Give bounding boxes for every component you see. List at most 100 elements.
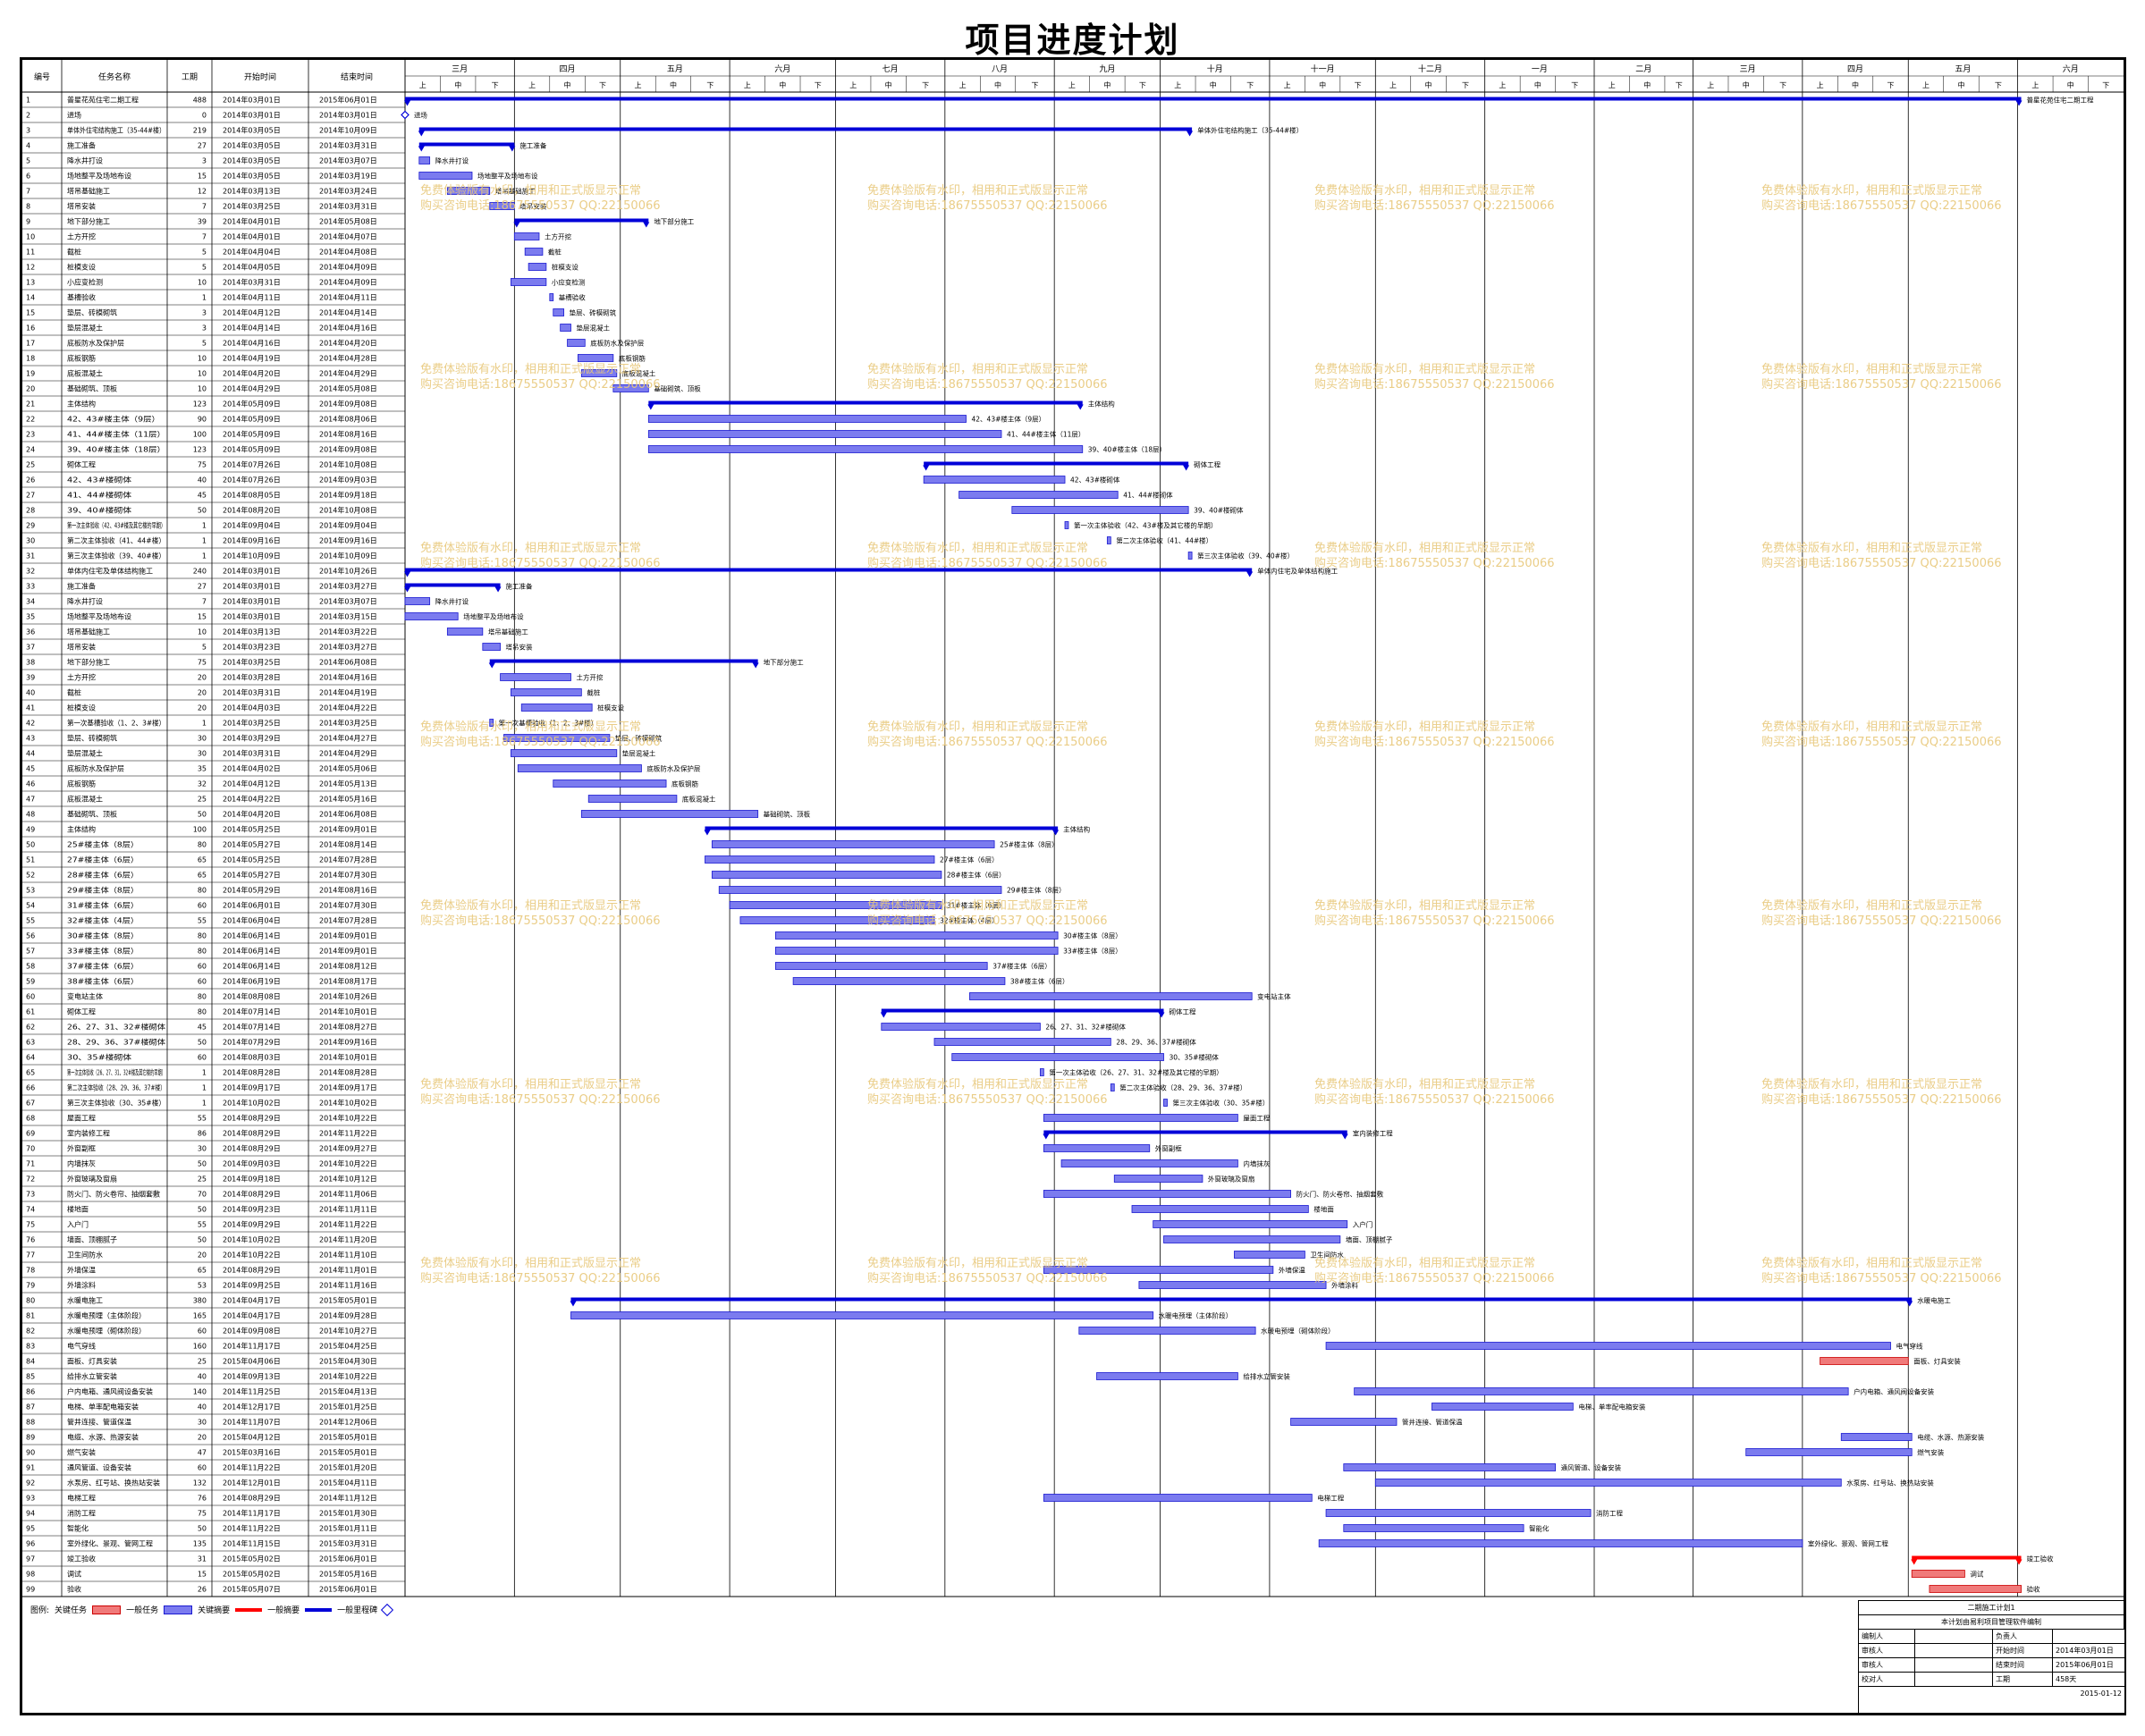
gantt-summary-cap bbox=[2015, 1559, 2023, 1565]
gantt-task-bar bbox=[446, 187, 491, 195]
title-block-cell: 开始时间 bbox=[1993, 1644, 2053, 1657]
decade-label: 上 bbox=[744, 81, 751, 89]
gantt-task-bar bbox=[792, 977, 1006, 985]
task-duration: 1 bbox=[202, 522, 207, 530]
task-duration: 50 bbox=[198, 507, 207, 515]
task-end: 2014年10月02日 bbox=[319, 1099, 377, 1108]
decade-label: 中 bbox=[564, 80, 571, 89]
task-start: 2015年04月12日 bbox=[223, 1433, 281, 1442]
watermark-text: 购买咨询电话:18675550537 QQ:22150066 bbox=[1314, 914, 1555, 928]
decade-label: 下 bbox=[1246, 81, 1254, 89]
task-duration: 3 bbox=[202, 157, 207, 165]
task-end: 2014年04月09日 bbox=[319, 263, 377, 272]
decade-label: 中 bbox=[670, 80, 677, 89]
task-start: 2014年10月22日 bbox=[223, 1251, 281, 1260]
task-id: 12 bbox=[26, 264, 35, 272]
task-end: 2014年10月09日 bbox=[319, 126, 377, 135]
task-end: 2015年05月01日 bbox=[319, 1448, 377, 1457]
gantt-bar-label: 基础砌筑、顶板 bbox=[764, 810, 811, 819]
task-name: 地下部分施工 bbox=[67, 217, 110, 226]
gantt-bar-label: 28#楼主体（6层） bbox=[947, 871, 1006, 880]
watermark-text: 购买咨询电话:18675550537 QQ:22150066 bbox=[867, 1271, 1108, 1285]
task-duration: 50 bbox=[198, 1160, 207, 1168]
task-id: 72 bbox=[26, 1176, 35, 1184]
title-block-cell bbox=[1915, 1673, 1993, 1686]
gantt-summary-bar bbox=[418, 127, 1193, 131]
watermark-text: 免费体验版有水印，相用和正式版显示正常 bbox=[420, 1256, 641, 1270]
gantt-summary-bar bbox=[405, 568, 1253, 572]
task-id: 24 bbox=[26, 446, 35, 454]
task-start: 2014年09月23日 bbox=[223, 1205, 281, 1214]
task-name: 截桩 bbox=[67, 688, 81, 697]
gantt-summary-cap bbox=[1158, 1012, 1165, 1018]
task-start: 2014年03月23日 bbox=[223, 643, 281, 652]
decade-label: 中 bbox=[1319, 80, 1326, 89]
task-end: 2014年11月20日 bbox=[319, 1235, 377, 1244]
task-id: 34 bbox=[26, 598, 35, 606]
task-end: 2014年10月22日 bbox=[319, 1114, 377, 1123]
gantt-task-bar bbox=[612, 384, 649, 392]
gantt-bar-label: 29#楼主体（8层） bbox=[1007, 886, 1066, 895]
task-duration: 47 bbox=[198, 1449, 207, 1457]
task-name: 水暖电施工 bbox=[67, 1296, 103, 1305]
task-start: 2014年12月17日 bbox=[223, 1403, 281, 1412]
gantt-task-bar bbox=[1374, 1479, 1842, 1487]
gantt-bar-label: 桩模支设 bbox=[597, 704, 624, 712]
gantt-bar-label: 外墙保温 bbox=[1279, 1266, 1305, 1275]
task-start: 2014年06月14日 bbox=[223, 947, 281, 956]
task-id: 1 bbox=[26, 97, 30, 105]
task-id: 49 bbox=[26, 826, 35, 834]
task-end: 2014年04月19日 bbox=[319, 688, 377, 697]
task-end: 2014年10月01日 bbox=[319, 1053, 377, 1062]
decade-label: 上 bbox=[528, 81, 536, 89]
task-duration: 80 bbox=[198, 1008, 207, 1016]
task-name: 单体外住宅结构施工（35-44#楼） bbox=[67, 126, 165, 135]
task-name: 底板混凝土 bbox=[67, 369, 103, 378]
task-end: 2014年04月11日 bbox=[319, 293, 377, 302]
task-id: 52 bbox=[26, 872, 35, 880]
task-start: 2014年07月14日 bbox=[223, 1007, 281, 1016]
task-start: 2014年03月28日 bbox=[223, 673, 281, 682]
task-name: 32#楼主体（4层） bbox=[67, 916, 139, 925]
task-start: 2014年08月05日 bbox=[223, 491, 281, 500]
gantt-bar-label: 户内电箱、通风阀设备安装 bbox=[1854, 1387, 1934, 1396]
watermark-text: 免费体验版有水印，相用和正式版显示正常 bbox=[420, 541, 641, 555]
task-end: 2015年04月13日 bbox=[319, 1387, 377, 1396]
gantt-bar-label: 42、43#楼主体（9层） bbox=[972, 415, 1046, 424]
task-duration: 7 bbox=[202, 598, 207, 606]
gantt-task-bar bbox=[517, 764, 642, 772]
watermark-text: 免费体验版有水印，相用和正式版显示正常 bbox=[867, 541, 1088, 555]
task-name: 室外绿化、景观、管网工程 bbox=[67, 1539, 153, 1548]
task-id: 14 bbox=[26, 294, 35, 302]
task-duration: 60 bbox=[198, 902, 207, 910]
task-name: 底板钢筋 bbox=[67, 354, 96, 363]
task-name: 调试 bbox=[67, 1570, 81, 1579]
task-name: 室内装修工程 bbox=[67, 1129, 110, 1138]
task-duration: 55 bbox=[198, 917, 207, 925]
task-duration: 27 bbox=[198, 583, 207, 591]
task-duration: 140 bbox=[193, 1388, 207, 1396]
task-start: 2014年05月25日 bbox=[223, 855, 281, 864]
task-duration: 45 bbox=[198, 1024, 207, 1032]
task-start: 2015年05月07日 bbox=[223, 1585, 281, 1594]
task-duration: 30 bbox=[198, 750, 207, 758]
task-end: 2014年04月07日 bbox=[319, 232, 377, 241]
task-duration: 53 bbox=[198, 1282, 207, 1290]
gantt-bar-label: 验收 bbox=[2027, 1585, 2041, 1594]
task-id: 90 bbox=[26, 1449, 35, 1457]
watermark-text: 购买咨询电话:18675550537 QQ:22150066 bbox=[420, 556, 661, 570]
task-id: 43 bbox=[26, 735, 35, 743]
task-name: 给排水立管安装 bbox=[67, 1372, 117, 1381]
watermark-text: 购买咨询电话:18675550537 QQ:22150066 bbox=[1314, 377, 1555, 392]
gantt-bar-label: 消防工程 bbox=[1596, 1509, 1623, 1518]
gantt-summary-cap bbox=[1077, 404, 1084, 410]
decade-label: 下 bbox=[492, 81, 499, 89]
task-start: 2014年09月04日 bbox=[223, 521, 281, 530]
task-end: 2014年10月01日 bbox=[319, 1007, 377, 1016]
title-block-cell bbox=[1915, 1630, 1993, 1643]
gantt-summary-cap bbox=[923, 465, 930, 471]
task-duration: 50 bbox=[198, 1206, 207, 1214]
task-name: 塔吊安装 bbox=[67, 643, 96, 652]
task-duration: 5 bbox=[202, 249, 207, 257]
gantt-summary-cap bbox=[1911, 1559, 1918, 1565]
